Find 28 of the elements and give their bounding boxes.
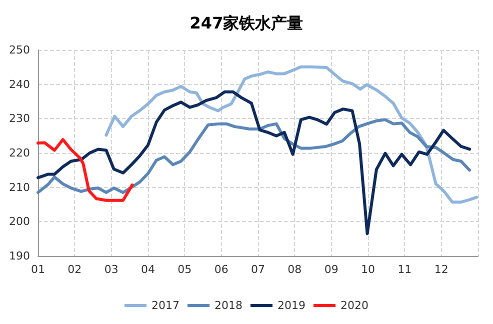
y-tick-label: 220 [9, 146, 30, 160]
x-tick-label: 08 [288, 263, 302, 276]
x-tick-label: 07 [251, 263, 265, 276]
x-tick-label: 11 [398, 263, 412, 276]
y-tick-label: 240 [9, 78, 30, 91]
x-tick-label: 01 [31, 263, 45, 276]
legend-label: 2019 [278, 299, 306, 312]
y-tick-label: 200 [9, 215, 30, 228]
y-tick-label: 230 [9, 112, 30, 126]
chart-title: 247家铁水产量 [190, 14, 304, 32]
legend-label: 2017 [152, 299, 180, 312]
line-series [36, 118, 472, 194]
x-tick-label: 04 [141, 263, 155, 276]
x-tick-label: 03 [104, 263, 118, 276]
legend-label: 2020 [340, 299, 368, 312]
legend-label: 2018 [214, 299, 243, 312]
line-series [104, 65, 478, 204]
y-tick-label: 190 [9, 250, 30, 262]
x-tick-label: 12 [434, 263, 448, 276]
y-tick-label: 250 [9, 44, 30, 56]
line-series [36, 138, 134, 202]
x-tick-label: 10 [361, 263, 375, 276]
x-tick-label: 05 [178, 263, 192, 276]
line-series [36, 90, 472, 236]
x-tick-label: 02 [68, 263, 82, 276]
x-tick-label: 06 [214, 263, 228, 276]
y-tick-label: 210 [9, 180, 30, 194]
x-tick-label: 09 [324, 263, 338, 276]
